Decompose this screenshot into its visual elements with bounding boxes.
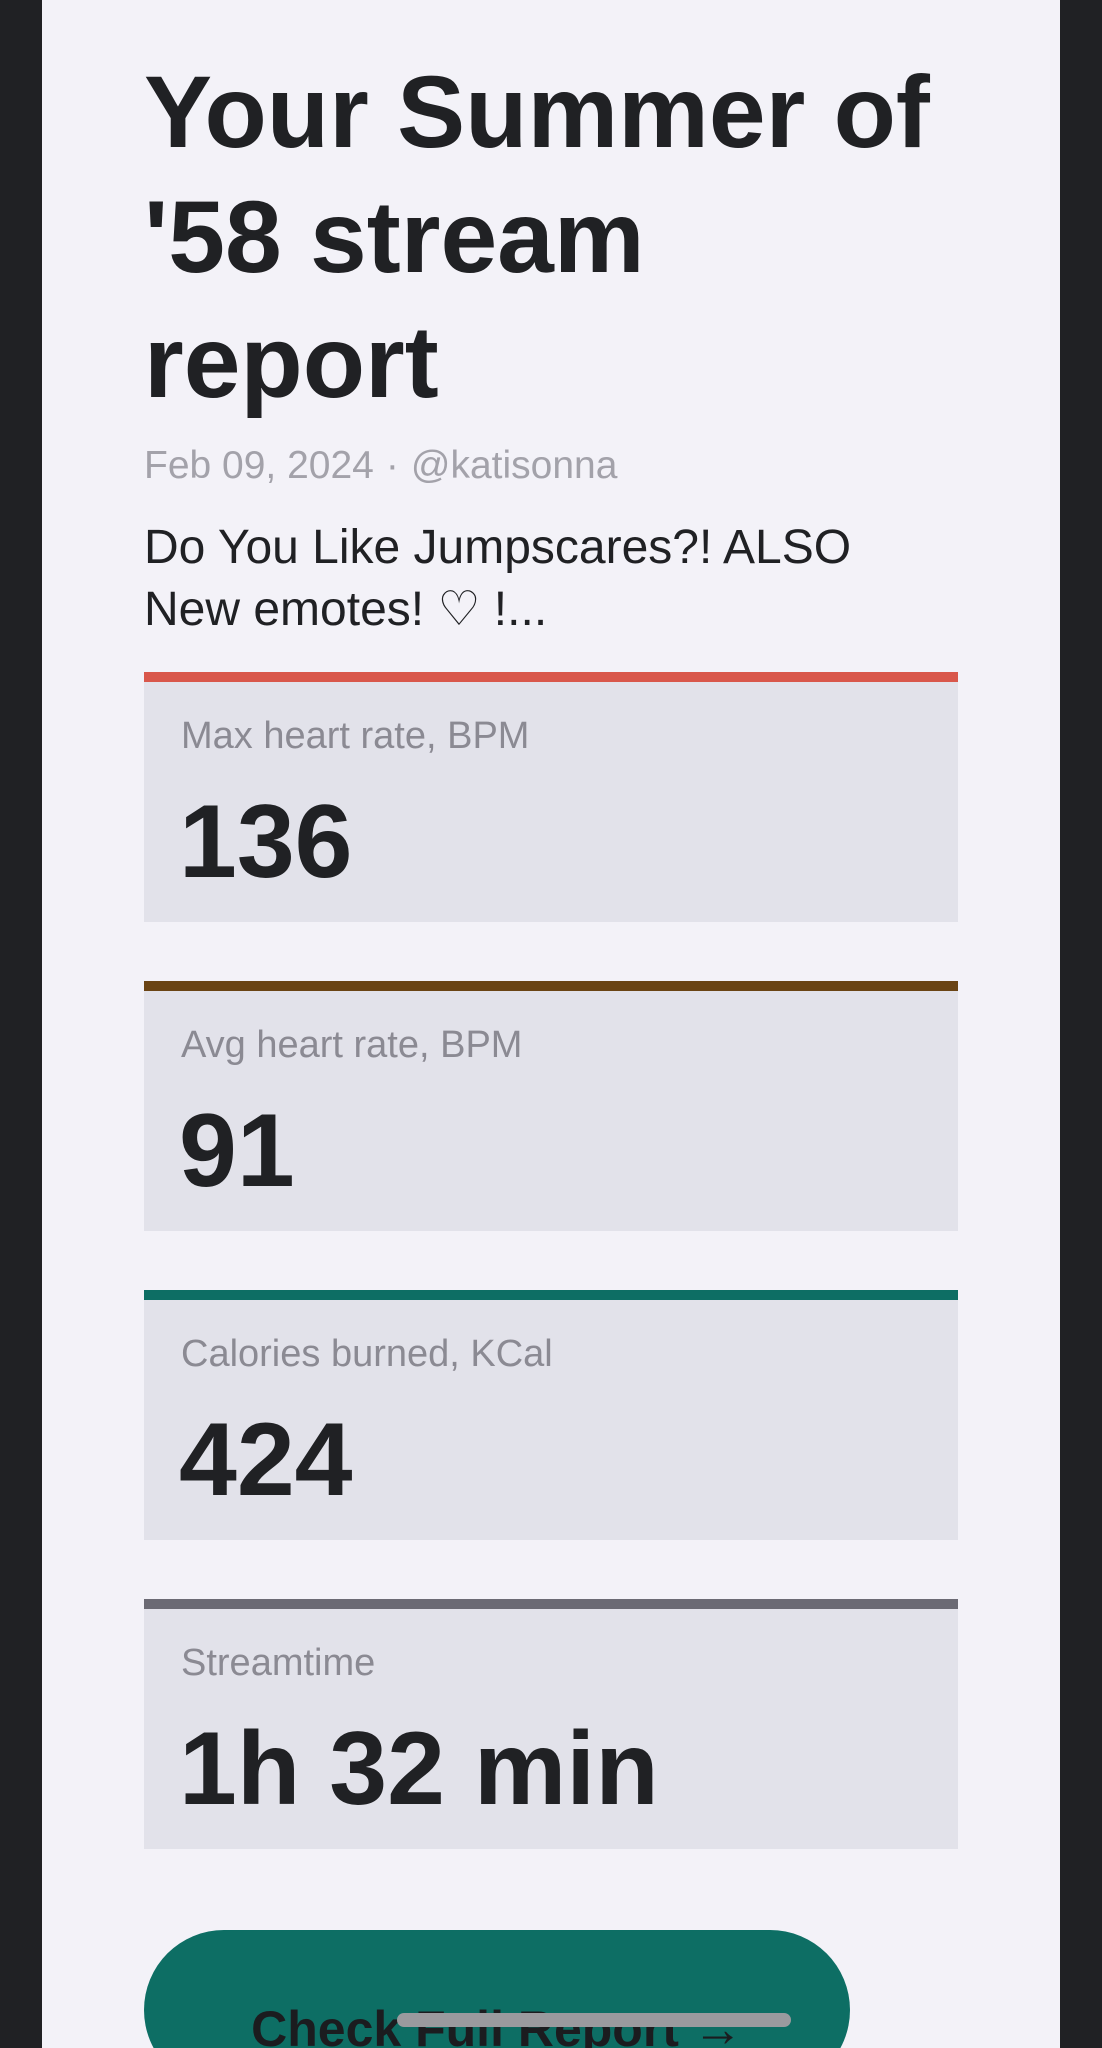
stat-value: 1h 32 min [179,1711,659,1827]
stat-value: 424 [179,1402,353,1518]
stat-label: Max heart rate, BPM [181,715,530,757]
meta-separator: · [385,444,399,487]
author-handle[interactable]: @katisonna [410,444,618,487]
stat-label: Avg heart rate, BPM [181,1024,523,1066]
report-date: Feb 09, 2024 [144,444,374,487]
stat-label: Streamtime [181,1642,376,1684]
stat-card-max-heart-rate: Max heart rate, BPM 136 [144,672,958,922]
stat-card-avg-heart-rate: Avg heart rate, BPM 91 [144,981,958,1231]
report-page: Your Summer of '58 stream report Feb 09,… [42,0,1060,2048]
page-title: Your Summer of '58 stream report [144,55,930,419]
stream-description: Do You Like Jumpscares?! ALSO New emotes… [144,521,852,636]
report-header: Your Summer of '58 stream report Feb 09,… [144,0,958,641]
stat-accent-bar [144,1290,958,1300]
stat-card-calories: Calories burned, KCal 424 [144,1290,958,1540]
stat-value: 91 [179,1093,295,1209]
stat-accent-bar [144,1599,958,1609]
check-full-report-button[interactable]: Check Full Report → [144,1930,850,2048]
stat-accent-bar [144,981,958,991]
stat-value: 136 [179,784,353,900]
stat-label: Calories burned, KCal [181,1333,553,1375]
stat-accent-bar [144,672,958,682]
report-meta: Feb 09, 2024 · @katisonna [144,443,958,489]
home-indicator [397,2013,791,2027]
stat-card-streamtime: Streamtime 1h 32 min [144,1599,958,1849]
